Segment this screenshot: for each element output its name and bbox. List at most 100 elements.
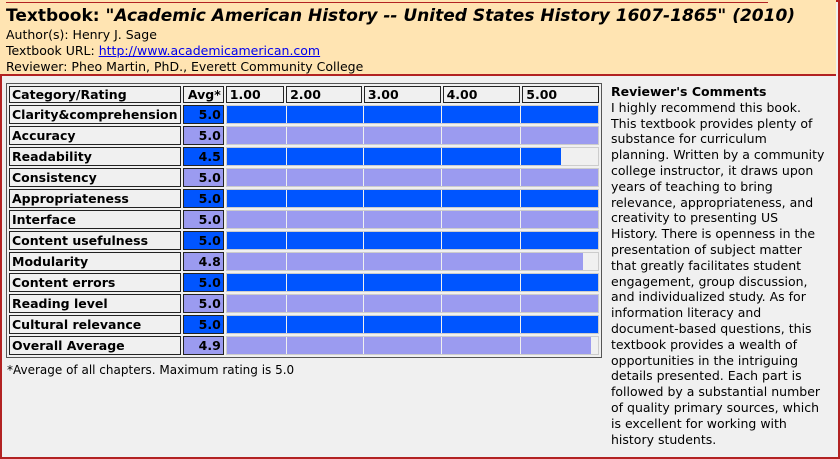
bar-gridline xyxy=(440,274,442,291)
rating-category: Content errors xyxy=(9,273,181,292)
bar-gridline xyxy=(285,169,287,186)
category-column-header: Category/Rating xyxy=(9,86,181,103)
rating-bar xyxy=(226,148,561,165)
reviewer-comments: Reviewer's Comments I highly recommend t… xyxy=(611,84,837,447)
rating-bar-cell xyxy=(225,168,599,187)
scale-header-1: 1.00 xyxy=(225,86,285,103)
footnote: *Average of all chapters. Maximum rating… xyxy=(7,363,295,377)
rating-bar-cell xyxy=(225,252,599,271)
comment-line: creativity to presenting US xyxy=(611,210,779,226)
rating-row: Content usefulness 5.0 xyxy=(9,231,599,250)
rating-avg: 5.0 xyxy=(182,294,224,313)
rating-bar xyxy=(226,295,598,312)
bar-gridline xyxy=(519,274,521,291)
comment-line: History. There is openness in the xyxy=(611,226,816,242)
bar-gridline xyxy=(285,274,287,291)
author-label: Author(s): xyxy=(6,27,73,42)
rating-bar-track xyxy=(226,169,598,186)
rating-bar-cell xyxy=(225,210,599,229)
bar-gridline xyxy=(362,274,364,291)
bar-gridline xyxy=(362,253,364,270)
rating-bar-cell xyxy=(225,147,599,166)
rating-category: Appropriateness xyxy=(9,189,181,208)
bar-gridline xyxy=(362,337,364,354)
bar-gridline xyxy=(362,127,364,144)
rating-category: Overall Average xyxy=(9,336,181,355)
rating-row: Clarity&comprehension 5.0 xyxy=(9,105,599,124)
url-label: Textbook URL: xyxy=(6,43,99,58)
bar-gridline xyxy=(519,316,521,333)
scale-header-5: 5.00 xyxy=(522,86,599,103)
bar-gridline xyxy=(362,316,364,333)
rating-bar-track xyxy=(226,232,598,249)
rating-bar-track xyxy=(226,190,598,207)
rating-avg: 5.0 xyxy=(182,210,224,229)
author-name: Henry J. Sage xyxy=(72,27,157,42)
comment-line: planning. Written by a community xyxy=(611,147,825,163)
rating-avg: 5.0 xyxy=(182,168,224,187)
comment-line: of quality primary sources, which xyxy=(611,399,820,415)
rating-bar xyxy=(226,316,598,333)
bar-gridline xyxy=(440,127,442,144)
bar-gridline xyxy=(285,106,287,123)
comment-line: years of teaching to bring xyxy=(611,178,773,194)
rating-category: Content usefulness xyxy=(9,231,181,250)
ratings-table: Category/Rating Avg* 1.00 2.00 3.00 4.00… xyxy=(6,83,602,358)
rating-bar xyxy=(226,127,598,144)
comment-line: substance for curriculum xyxy=(611,131,767,147)
rating-bar-cell xyxy=(225,126,599,145)
rating-bar-track xyxy=(226,316,598,333)
rating-category: Reading level xyxy=(9,294,181,313)
bar-gridline xyxy=(519,190,521,207)
rating-bar-track xyxy=(226,295,598,312)
bar-gridline xyxy=(440,232,442,249)
rating-bar-cell xyxy=(225,336,599,355)
bar-gridline xyxy=(440,211,442,228)
comment-line: followed by a substantial number xyxy=(611,384,821,400)
title-book: "Academic American History -- United Sta… xyxy=(105,6,796,26)
header-rule xyxy=(6,2,768,3)
rating-avg: 5.0 xyxy=(182,315,224,334)
rating-category: Cultural relevance xyxy=(9,315,181,334)
bar-gridline xyxy=(285,253,287,270)
bar-gridline xyxy=(285,211,287,228)
comment-line: is excellent for working with xyxy=(611,415,787,431)
bar-gridline xyxy=(440,190,442,207)
comment-line: relevance, appropriateness, and xyxy=(611,194,814,210)
rating-row: Readability 4.5 xyxy=(9,147,599,166)
comment-line: details presented. Each part is xyxy=(611,368,802,384)
bar-gridline xyxy=(285,337,287,354)
rating-avg: 4.5 xyxy=(182,147,224,166)
bar-gridline xyxy=(362,148,364,165)
rating-bar-track xyxy=(226,274,598,291)
reviewer-line: Reviewer: Pheo Martin, PhD., Everett Com… xyxy=(6,59,836,75)
rating-avg: 5.0 xyxy=(182,189,224,208)
rating-bar xyxy=(226,274,598,291)
textbook-url-link[interactable]: http://www.academicamerican.com xyxy=(98,43,321,58)
bar-gridline xyxy=(519,337,521,354)
reviewer-name: Pheo Martin, PhD., Everett Community Col… xyxy=(71,59,364,74)
rating-category: Accuracy xyxy=(9,126,181,145)
rating-row: Interface 5.0 xyxy=(9,210,599,229)
bar-gridline xyxy=(519,211,521,228)
bar-gridline xyxy=(285,295,287,312)
rating-bar xyxy=(226,337,591,354)
rating-bar-track xyxy=(226,106,598,123)
bar-gridline xyxy=(440,253,442,270)
rating-bar xyxy=(226,211,598,228)
bar-gridline xyxy=(440,337,442,354)
bar-gridline xyxy=(519,232,521,249)
rating-category: Consistency xyxy=(9,168,181,187)
rating-category: Readability xyxy=(9,147,181,166)
rating-bar-cell xyxy=(225,315,599,334)
bar-gridline xyxy=(519,253,521,270)
rating-avg: 5.0 xyxy=(182,273,224,292)
bar-gridline xyxy=(362,211,364,228)
rating-category: Modularity xyxy=(9,252,181,271)
comment-line: engagement, group discussion, xyxy=(611,273,808,289)
rating-row: Reading level 5.0 xyxy=(9,294,599,313)
rating-bar xyxy=(226,190,598,207)
rating-bar-cell xyxy=(225,189,599,208)
bar-gridline xyxy=(440,106,442,123)
author-line: Author(s): Henry J. Sage xyxy=(6,27,836,43)
